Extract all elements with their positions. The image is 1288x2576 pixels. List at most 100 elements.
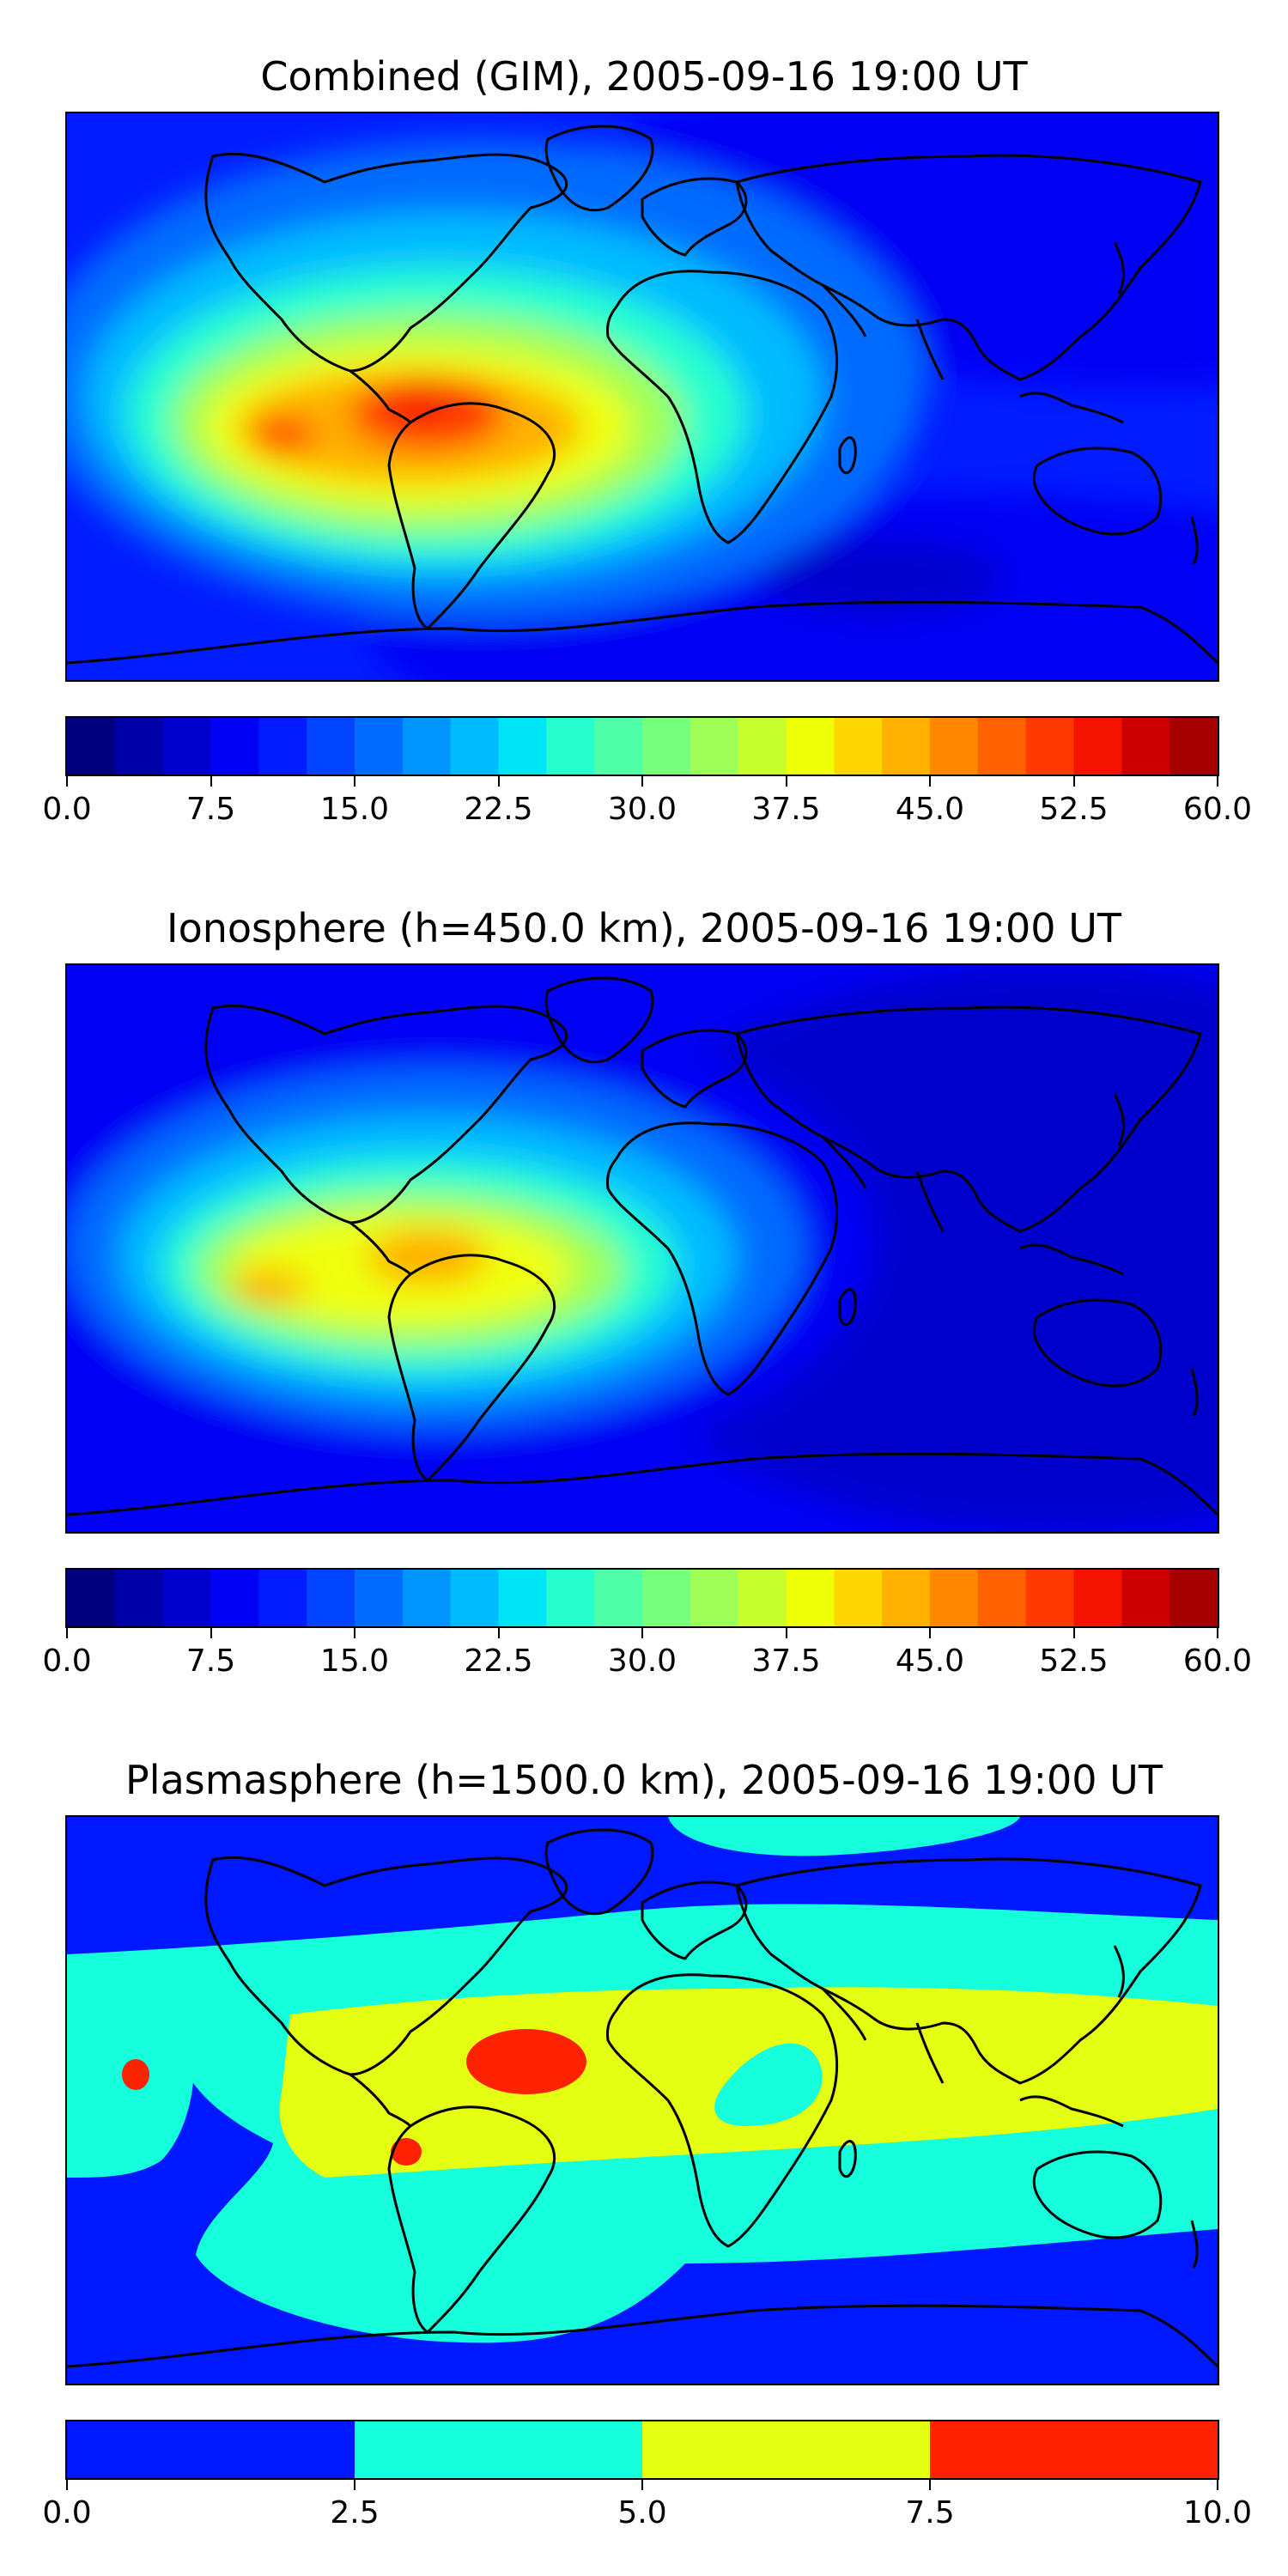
- patch-atlantic-red: [466, 2029, 586, 2094]
- plasmasphere-tec-map: [67, 1817, 1218, 2384]
- colorbar-swatch: [258, 1570, 307, 1626]
- colorbar-tick-mark: [641, 776, 643, 787]
- blob-red-west: [247, 418, 316, 453]
- colorbar-tick-mark: [354, 776, 355, 787]
- colorbar-swatch: [210, 718, 259, 775]
- colorbar-swatch: [498, 718, 547, 775]
- blob-peak: [393, 386, 445, 416]
- panel-3-title: Plasmasphere (h=1500.0 km), 2005-09-16 1…: [125, 1757, 1163, 1803]
- colorbar-swatch: [786, 718, 835, 775]
- colorbar-swatch: [114, 1570, 164, 1626]
- colorbar-tick-mark: [210, 1628, 212, 1638]
- colorbar-swatch: [402, 718, 452, 775]
- colorbar-tick-mark: [66, 776, 68, 787]
- blob-orange: [368, 1230, 488, 1285]
- panel-2-colorbar-ticks: 0.0 7.5 15.0 22.5 30.0 37.5 45.0 52.5 60.0: [42, 1628, 1252, 1680]
- colorbar-swatch: [1170, 1570, 1218, 1626]
- colorbar-tick-mark: [497, 776, 500, 787]
- colorbar-swatch: [1121, 718, 1170, 775]
- colorbar-tick-label: 0.0: [42, 792, 92, 827]
- colorbar-swatches: [67, 718, 1218, 775]
- colorbar-swatch: [642, 718, 691, 775]
- colorbar-tick-label: 22.5: [464, 792, 533, 827]
- colorbar-swatch: [738, 1570, 787, 1626]
- colorbar-tick-label: 15.0: [319, 1643, 390, 1679]
- patch-pacific-red: [122, 2059, 149, 2090]
- colorbar-swatch: [355, 2421, 643, 2478]
- colorbar-swatch: [450, 718, 500, 775]
- colorbar-swatch: [977, 718, 1027, 775]
- colorbar-swatch: [738, 718, 787, 775]
- colorbar-swatch: [930, 718, 979, 775]
- colorbar-tick-label: 15.0: [319, 792, 390, 827]
- colorbar-swatch: [307, 1570, 355, 1626]
- colorbar-swatch: [594, 718, 643, 775]
- colorbar-tick-mark: [66, 2480, 68, 2490]
- colorbar-swatch: [882, 1570, 931, 1626]
- colorbar-tick-mark: [1217, 776, 1218, 787]
- colorbar-tick-label: 10.0: [1182, 2495, 1253, 2530]
- colorbar-swatch: [355, 1570, 404, 1626]
- panel-1-colorbar: [65, 716, 1219, 776]
- panel-3-colorbar: [65, 2420, 1219, 2480]
- colorbar-swatch: [834, 718, 883, 775]
- colorbar-tick-label: 60.0: [1182, 792, 1253, 827]
- colorbar-tick-label: 22.5: [464, 1643, 533, 1679]
- colorbar-swatch: [1025, 1570, 1075, 1626]
- colorbar-swatch: [546, 1570, 595, 1626]
- colorbar-tick-mark: [497, 1628, 500, 1638]
- colorbar-tick-label: 30.0: [607, 1643, 677, 1679]
- colorbar-swatch: [690, 718, 739, 775]
- colorbar-tick-label: 37.5: [751, 1643, 821, 1679]
- colorbar-tick-label: 7.5: [185, 1643, 236, 1679]
- colorbar-swatch: [67, 718, 116, 775]
- blob-orange-west: [230, 1270, 307, 1304]
- colorbar-swatch: [258, 718, 307, 775]
- colorbar-swatch: [1025, 718, 1075, 775]
- colorbar-swatch: [977, 1570, 1027, 1626]
- colorbar-tick-label: 52.5: [1039, 1643, 1109, 1679]
- combined-tec-map: [67, 113, 1218, 680]
- colorbar-tick-mark: [929, 776, 931, 787]
- patch-africa-cyan: [714, 2043, 823, 2126]
- colorbar-tick-mark: [210, 776, 212, 787]
- colorbar-swatch: [1073, 1570, 1122, 1626]
- colorbar-swatch: [786, 1570, 835, 1626]
- colorbar-swatch: [642, 2421, 931, 2478]
- panel-2-title: Ionosphere (h=450.0 km), 2005-09-16 19:0…: [167, 905, 1121, 951]
- panel-2-colorbar: [65, 1568, 1219, 1628]
- panel-1-map: [65, 112, 1219, 682]
- colorbar-tick-mark: [785, 1628, 787, 1638]
- colorbar-swatch: [930, 1570, 979, 1626]
- colorbar-tick-label: 52.5: [1039, 792, 1109, 827]
- colorbar-tick-label: 5.0: [617, 2495, 667, 2530]
- colorbar-tick-label: 7.5: [905, 2495, 955, 2530]
- colorbar-swatch: [67, 2421, 355, 2478]
- ionosphere-tec-map: [67, 965, 1218, 1532]
- panel-3-map: [65, 1815, 1219, 2385]
- colorbar-swatch: [114, 718, 164, 775]
- colorbar-tick-label: 0.0: [42, 2495, 92, 2530]
- colorbar-tick-mark: [641, 1628, 643, 1638]
- colorbar-swatch: [1121, 1570, 1170, 1626]
- colorbar-tick-mark: [1072, 1628, 1075, 1638]
- band-north-cyan: [668, 1817, 1020, 1856]
- colorbar-tick-label: 2.5: [330, 2495, 380, 2530]
- colorbar-swatch: [498, 1570, 547, 1626]
- panel-2-map: [65, 963, 1219, 1534]
- colorbar-swatches: [67, 2421, 1218, 2478]
- panel-3-colorbar-ticks: 0.0 2.5 5.0 7.5 10.0: [42, 2480, 1252, 2531]
- colorbar-swatch: [690, 1570, 739, 1626]
- colorbar-swatch: [450, 1570, 500, 1626]
- colorbar-swatch: [162, 1570, 212, 1626]
- colorbar-swatches: [67, 1570, 1218, 1626]
- colorbar-tick-mark: [785, 776, 787, 787]
- colorbar-swatch: [162, 718, 212, 775]
- colorbar-swatch: [882, 718, 931, 775]
- colorbar-swatch: [642, 1570, 691, 1626]
- colorbar-swatch: [67, 1570, 116, 1626]
- colorbar-swatch: [546, 718, 595, 775]
- colorbar-swatch: [1170, 718, 1218, 775]
- colorbar-tick-mark: [641, 2480, 643, 2490]
- colorbar-tick-label: 0.0: [42, 1643, 92, 1679]
